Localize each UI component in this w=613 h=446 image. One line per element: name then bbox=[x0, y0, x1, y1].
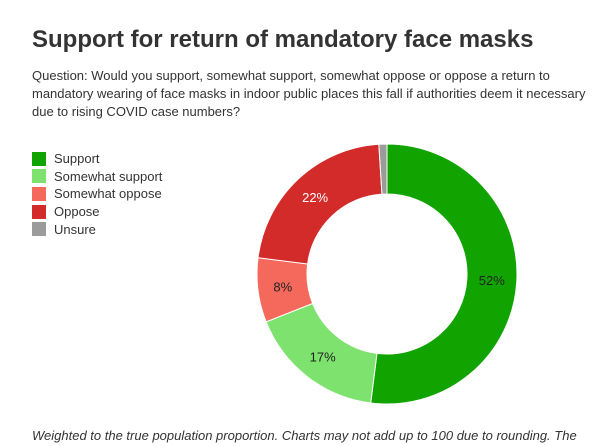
data-label-oppose: 22% bbox=[302, 190, 328, 205]
legend-item-oppose: Oppose bbox=[32, 203, 162, 221]
data-label-somewhat-support: 17% bbox=[310, 349, 336, 364]
data-label-support: 52% bbox=[479, 273, 505, 288]
legend-label: Somewhat oppose bbox=[54, 186, 162, 202]
slice-support bbox=[370, 143, 518, 405]
legend-swatch bbox=[32, 186, 46, 201]
data-label-somewhat-oppose: 8% bbox=[273, 280, 292, 295]
chart-subtitle: Question: Would you support, somewhat su… bbox=[32, 68, 586, 119]
legend-label: Unsure bbox=[54, 221, 96, 237]
legend-swatch bbox=[32, 151, 46, 166]
legend-label: Oppose bbox=[54, 204, 100, 220]
legend-swatch bbox=[32, 204, 46, 219]
legend-item-somewhat-support: Somewhat support bbox=[32, 168, 162, 186]
legend-label: Support bbox=[54, 151, 100, 167]
slice-unsure bbox=[378, 143, 388, 195]
legend-item-somewhat-oppose: Somewhat oppose bbox=[32, 185, 162, 203]
legend-item-support: Support bbox=[32, 150, 162, 168]
legend-label: Somewhat support bbox=[54, 168, 163, 184]
donut-chart-svg: 52% 17% 8% 22% bbox=[256, 143, 518, 405]
chart-title: Support for return of mandatory face mas… bbox=[32, 26, 534, 53]
legend-swatch bbox=[32, 169, 46, 184]
donut-chart: 52% 17% 8% 22% bbox=[250, 140, 530, 410]
chart-legend: Support Somewhat support Somewhat oppose Op… bbox=[32, 150, 162, 238]
chart-footnote: Weighted to the true population proporti… bbox=[32, 428, 577, 443]
legend-swatch bbox=[32, 222, 46, 237]
legend-item-unsure: Unsure bbox=[32, 220, 162, 238]
